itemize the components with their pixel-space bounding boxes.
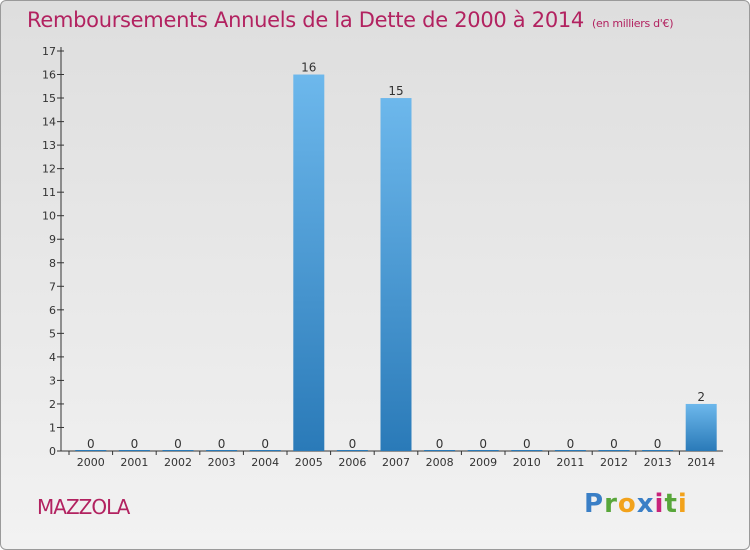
chart-title: Remboursements Annuels de la Dette de 20… [27, 8, 673, 32]
x-tick-label: 2006 [338, 456, 366, 469]
y-tick-label: 0 [49, 445, 56, 458]
x-tick-label: 2011 [556, 456, 584, 469]
bar-value-label: 0 [567, 437, 575, 451]
bar [206, 450, 238, 451]
y-tick-label: 11 [42, 186, 56, 199]
logo-letter: r [604, 489, 618, 519]
bar [685, 403, 717, 451]
bar [554, 450, 586, 451]
y-tick-label: 4 [49, 351, 56, 364]
y-tick-label: 14 [42, 116, 56, 129]
x-tick-label: 2013 [644, 456, 672, 469]
x-tick-label: 2003 [208, 456, 236, 469]
y-tick-label: 8 [49, 257, 56, 270]
logo-letter: P [584, 489, 605, 519]
x-tick-label: 2009 [469, 456, 497, 469]
y-tick-label: 17 [42, 45, 56, 58]
y-tick-label: 7 [49, 280, 56, 293]
y-tick-label: 6 [49, 304, 56, 317]
bar-value-label: 0 [610, 437, 618, 451]
y-tick-label: 16 [42, 69, 56, 82]
chart-unit: (en milliers d'€) [592, 17, 674, 30]
y-tick-label: 2 [49, 398, 56, 411]
x-tick-label: 2002 [164, 456, 192, 469]
y-tick-label: 15 [42, 92, 56, 105]
bar-value-label: 0 [436, 437, 444, 451]
chart-title-text: Remboursements Annuels de la Dette de 20… [27, 8, 584, 32]
bar [380, 98, 412, 451]
bar-value-label: 0 [349, 437, 357, 451]
y-tick-label: 9 [49, 233, 56, 246]
bar-value-label: 2 [697, 390, 705, 404]
bar [642, 450, 674, 451]
bar [511, 450, 543, 451]
x-tick-label: 2007 [382, 456, 410, 469]
logo-letter: i [654, 489, 665, 519]
x-tick-label: 2000 [77, 456, 105, 469]
bar-value-label: 0 [261, 437, 269, 451]
bar [336, 450, 368, 451]
proxiti-logo: Proxiti [584, 489, 688, 519]
commune-name: MAZZOLA [37, 495, 130, 519]
bar [162, 450, 194, 451]
x-tick-label: 2004 [251, 456, 279, 469]
bar [293, 74, 325, 451]
y-tick-label: 5 [49, 327, 56, 340]
logo-letter: o [617, 489, 637, 519]
y-tick-label: 10 [42, 210, 56, 223]
bar [75, 450, 107, 451]
bar-value-label: 0 [218, 437, 226, 451]
x-tick-label: 2014 [687, 456, 715, 469]
bar [249, 450, 281, 451]
y-tick-label: 3 [49, 374, 56, 387]
y-tick-label: 1 [49, 421, 56, 434]
logo-letter: t [664, 489, 678, 519]
bar-value-label: 15 [388, 84, 403, 98]
bar [424, 450, 456, 451]
y-tick-label: 12 [42, 163, 56, 176]
x-tick-label: 2005 [295, 456, 323, 469]
bar-value-label: 0 [479, 437, 487, 451]
logo-letter: x [636, 489, 655, 519]
bar-value-label: 0 [654, 437, 662, 451]
x-tick-label: 2001 [120, 456, 148, 469]
bar-value-label: 16 [301, 61, 316, 75]
bar [598, 450, 630, 451]
x-tick-label: 2008 [426, 456, 454, 469]
bar-value-label: 0 [131, 437, 139, 451]
logo-letter: i [677, 489, 688, 519]
bar-value-label: 0 [523, 437, 531, 451]
bar [467, 450, 499, 451]
y-tick-label: 13 [42, 139, 56, 152]
x-tick-label: 2012 [600, 456, 628, 469]
bar-value-label: 0 [87, 437, 95, 451]
x-tick-label: 2010 [513, 456, 541, 469]
bar [118, 450, 150, 451]
bar-value-label: 0 [174, 437, 182, 451]
